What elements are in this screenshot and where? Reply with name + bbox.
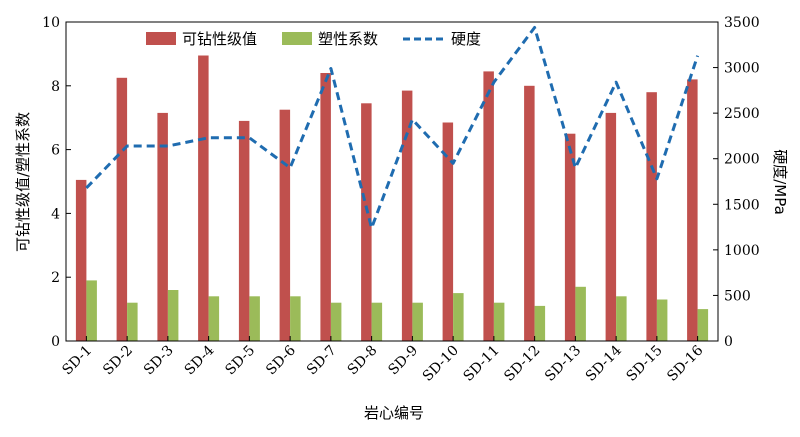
- y-left-tick-label: 0: [51, 334, 60, 350]
- bar-plasticity-SD-1: [86, 280, 97, 341]
- bars-layer: [75, 55, 709, 342]
- x-tick-label-SD-13: SD-13: [542, 343, 584, 385]
- y-left-tick-label: 2: [51, 270, 60, 286]
- y-left-tick-label: 6: [51, 143, 60, 159]
- line-layer: [85, 26, 700, 230]
- x-axis-title: 岩心编号: [364, 404, 424, 422]
- bar-plasticity-SD-4: [208, 296, 220, 341]
- legend-label-drillability: 可钻性级值: [182, 30, 257, 48]
- line-hardness: [85, 26, 700, 230]
- bar-drillability-SD-2: [116, 77, 128, 342]
- bar-plasticity-SD-7: [330, 302, 342, 341]
- bar-plasticity-SD-11: [493, 302, 505, 341]
- bar-drillability-SD-5: [238, 120, 250, 342]
- y-axis-right-title: 硬度/MPa: [771, 149, 789, 215]
- x-tick-label-SD-4: SD-4: [182, 342, 218, 378]
- bar-plasticity-SD-10: [453, 293, 464, 341]
- bar-drillability-SD-10: [442, 122, 454, 341]
- bar-drillability-SD-11: [483, 71, 494, 342]
- bar-plasticity-SD-14: [616, 296, 627, 341]
- bar-plasticity-SD-8: [371, 302, 383, 341]
- y-right-tick-label: 3500: [724, 15, 760, 31]
- y-right-tick-label: 2000: [724, 152, 760, 168]
- y-right-tick-label: 3000: [724, 61, 760, 77]
- x-tick-label-SD-16: SD-16: [664, 342, 706, 384]
- bar-drillability-SD-7: [320, 73, 331, 341]
- legend-swatch-plasticity: [282, 32, 312, 45]
- y-left-tick-label: 10: [42, 15, 60, 31]
- x-tick-label-SD-10: SD-10: [420, 343, 462, 385]
- x-tick-label-SD-7: SD-7: [304, 343, 340, 379]
- bar-plasticity-SD-2: [127, 302, 138, 341]
- bar-plasticity-SD-3: [167, 290, 179, 341]
- x-tick-label-SD-12: SD-12: [501, 343, 543, 385]
- y-right-tick-label: 2500: [724, 106, 760, 122]
- bar-plasticity-SD-12: [534, 305, 546, 341]
- bar-plasticity-SD-6: [290, 296, 301, 341]
- plot-frame: [65, 21, 719, 342]
- legend-swatch-drillability: [146, 32, 176, 45]
- y-right-tick-label: 500: [724, 288, 751, 304]
- bar-plasticity-SD-5: [249, 296, 260, 341]
- bar-drillability-SD-13: [564, 133, 576, 341]
- x-tick-label-SD-9: SD-9: [385, 343, 421, 379]
- y-right-tick-label: 1000: [724, 243, 760, 259]
- x-tick-label-SD-6: SD-6: [263, 342, 299, 378]
- bar-drillability-SD-3: [157, 112, 168, 342]
- legend-label-hardness: 硬度: [451, 30, 481, 48]
- bar-drillability-SD-6: [279, 109, 291, 341]
- legend: 可钻性级值 塑性系数 硬度: [146, 30, 481, 48]
- y-axis-left-title: 可钻性级值/塑性系数: [14, 112, 32, 252]
- bar-drillability-SD-14: [605, 112, 617, 342]
- x-tick-label-SD-11: SD-11: [461, 343, 503, 385]
- x-tick-label-SD-8: SD-8: [345, 343, 381, 379]
- bar-plasticity-SD-9: [412, 302, 423, 341]
- x-tick-label-SD-5: SD-5: [222, 343, 258, 379]
- bar-plasticity-SD-16: [697, 309, 709, 341]
- bar-drillability-SD-1: [75, 179, 87, 341]
- x-tick-label-SD-3: SD-3: [141, 343, 177, 379]
- bar-drillability-SD-8: [361, 103, 372, 341]
- x-tick-label-SD-15: SD-15: [624, 343, 666, 385]
- x-tick-label-SD-1: SD-1: [59, 343, 95, 379]
- x-tick-label-SD-14: SD-14: [583, 342, 625, 384]
- bar-plasticity-SD-15: [656, 299, 668, 341]
- bar-drillability-SD-4: [198, 55, 209, 341]
- axes-layer: [65, 21, 719, 342]
- y-right-tick-label: 1500: [724, 197, 760, 213]
- bar-plasticity-SD-13: [575, 286, 586, 341]
- bar-drillability-SD-16: [687, 79, 698, 342]
- legend-label-plasticity: 塑性系数: [318, 30, 378, 48]
- bar-drillability-SD-15: [646, 92, 657, 341]
- x-tick-label-SD-2: SD-2: [100, 343, 136, 379]
- y-right-tick-label: 0: [724, 334, 733, 350]
- bar-drillability-SD-12: [524, 85, 535, 341]
- y-left-tick-label: 8: [51, 79, 60, 95]
- bar-drillability-SD-9: [401, 90, 413, 341]
- y-left-tick-label: 4: [51, 206, 60, 222]
